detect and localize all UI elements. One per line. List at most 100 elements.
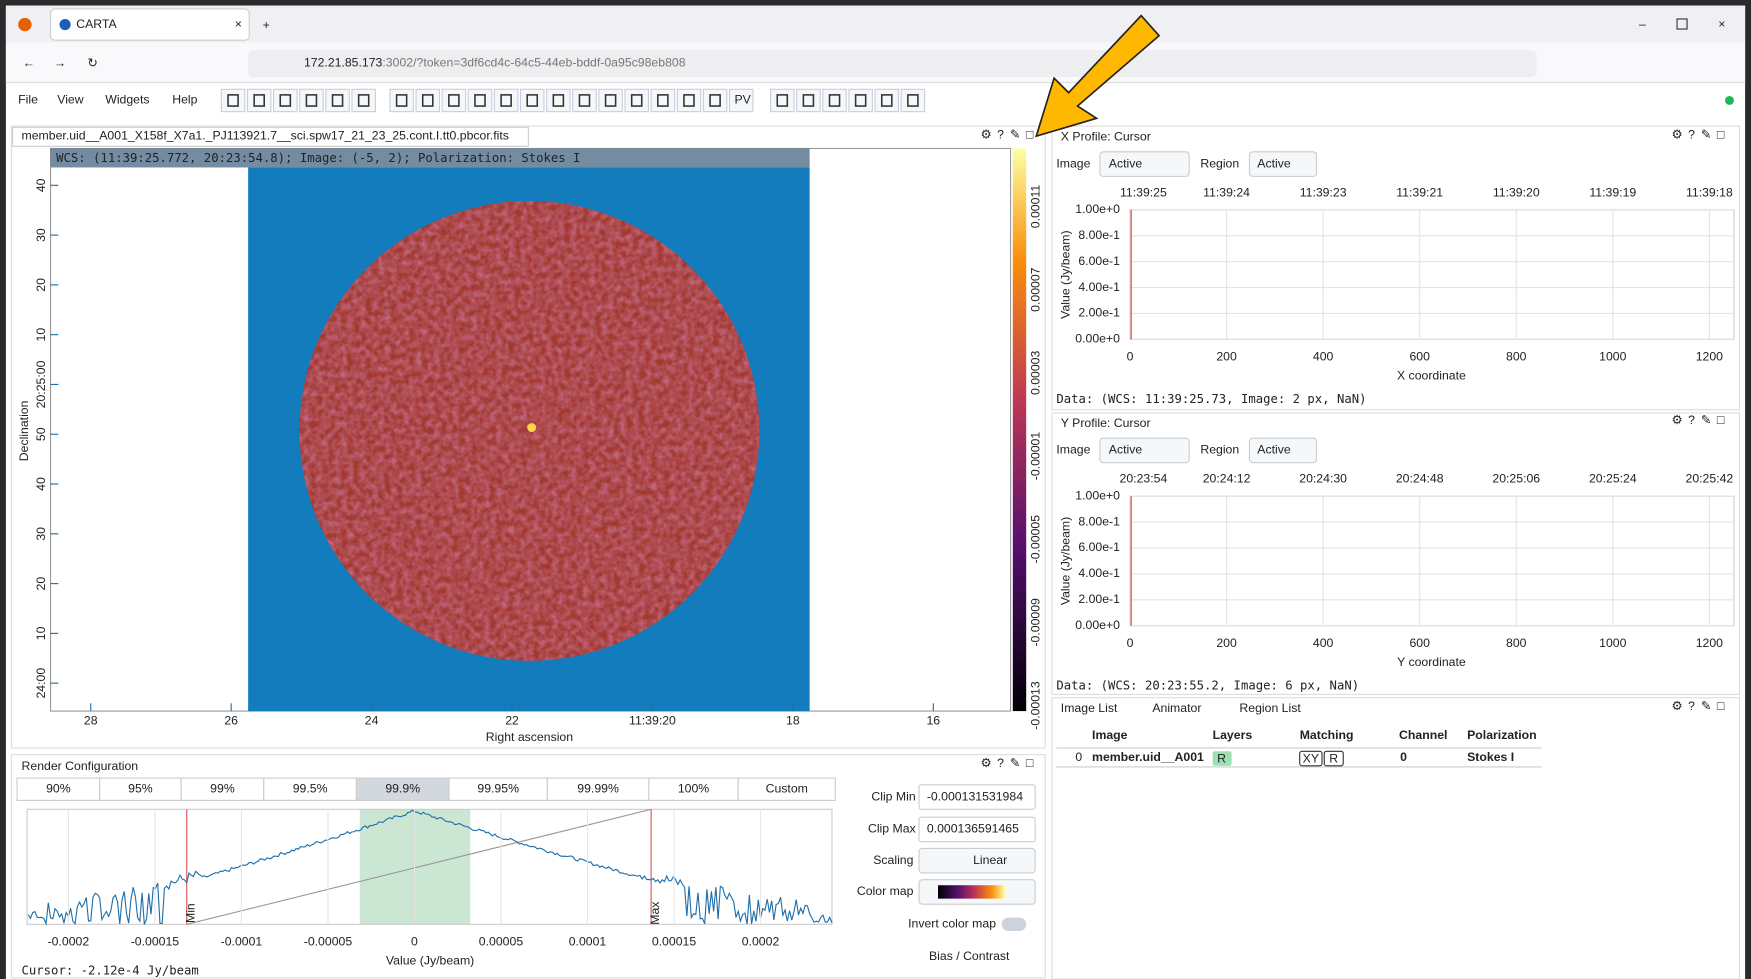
y-tick-label: 30 <box>34 527 48 541</box>
tool-button[interactable] <box>771 89 794 111</box>
panel-icon[interactable]: ✎ <box>1701 127 1711 141</box>
tool-label: PV <box>734 93 751 107</box>
panel-icon[interactable]: □ <box>1717 127 1725 141</box>
y-tick-label: 6.00e-1 <box>1078 540 1120 554</box>
tool-button[interactable] <box>521 89 544 111</box>
field-label: Image <box>1056 156 1090 170</box>
tool-button[interactable] <box>797 89 820 111</box>
x-tick-label: 0 <box>1127 349 1134 363</box>
percentile-label: 99.5% <box>293 781 328 795</box>
select-value: Linear <box>973 853 1007 867</box>
window-min[interactable]: – <box>1639 17 1646 31</box>
panel-icon[interactable]: □ <box>1717 413 1725 427</box>
tab-title: CARTA <box>76 17 117 31</box>
panel-icon[interactable]: ⚙ <box>981 756 992 770</box>
tool-button[interactable] <box>352 89 375 111</box>
tool-button[interactable] <box>494 89 517 111</box>
tool-button[interactable] <box>651 89 674 111</box>
tool-button[interactable] <box>247 89 270 111</box>
tool-button[interactable] <box>849 89 872 111</box>
x-tick-label: 0.00015 <box>652 934 697 948</box>
menu-item[interactable]: View <box>57 93 84 107</box>
panel-icon[interactable]: ✎ <box>1701 699 1711 713</box>
tool-button[interactable] <box>823 89 846 111</box>
x-tick-label: 28 <box>84 713 98 727</box>
tool-button[interactable] <box>875 89 898 111</box>
panel-icon[interactable]: ? <box>1688 127 1695 141</box>
tab-close[interactable]: × <box>235 17 242 31</box>
colorbar-label: -0.00005 <box>1028 515 1042 564</box>
tool-button[interactable] <box>901 89 924 111</box>
panel-icon[interactable]: □ <box>1717 699 1725 713</box>
tab-favicon <box>59 19 70 30</box>
y-axis-label: Value (Jy/beam) <box>1059 517 1073 605</box>
tool-button[interactable] <box>573 89 596 111</box>
top-tick-label: 11:39:23 <box>1300 185 1347 199</box>
panel-icon[interactable]: ? <box>997 127 1004 141</box>
tool-button[interactable] <box>274 89 297 111</box>
panel-icon[interactable]: ✎ <box>1010 127 1020 141</box>
min-marker: Min <box>183 903 197 923</box>
window-close[interactable]: × <box>1718 17 1725 31</box>
tool-button[interactable] <box>442 89 465 111</box>
menu-item[interactable]: Widgets <box>105 93 149 107</box>
field-label[interactable]: Bias / Contrast <box>929 949 1010 963</box>
panel-icon[interactable]: ⚙ <box>1672 413 1683 427</box>
panel-tab[interactable]: Image List <box>1061 701 1118 715</box>
colorbar-label: 0.00007 <box>1028 267 1042 312</box>
panel-icon[interactable]: ⚙ <box>981 127 992 141</box>
tool-button[interactable] <box>300 89 323 111</box>
tool-button[interactable] <box>599 89 622 111</box>
url[interactable]: 172.21.85.173:3002/?token=3df6cd4c-64c5-… <box>304 56 686 70</box>
x-tick-label: 0.00005 <box>479 934 524 948</box>
panel-icon[interactable]: ? <box>1688 699 1695 713</box>
tool-button[interactable] <box>326 89 349 111</box>
panel-icon[interactable]: ✎ <box>1010 756 1020 770</box>
tool-button[interactable] <box>677 89 700 111</box>
colorbar-label: -0.00009 <box>1028 598 1042 647</box>
x-axis-label: Value (Jy/beam) <box>386 953 474 967</box>
new-tab[interactable]: + <box>263 18 270 32</box>
status-dot <box>1725 96 1734 105</box>
colormap-swatch <box>938 885 1005 898</box>
tool-button[interactable] <box>468 89 491 111</box>
panel-icon[interactable]: ⚙ <box>1672 699 1683 713</box>
tool-button[interactable] <box>547 89 570 111</box>
panel-icon[interactable]: ? <box>1688 413 1695 427</box>
colorbar-label: 0.00003 <box>1028 351 1042 396</box>
back[interactable]: ← <box>23 56 35 70</box>
menu-item[interactable]: File <box>18 93 38 107</box>
menu-item[interactable]: Help <box>172 93 197 107</box>
tool-button[interactable] <box>416 89 439 111</box>
x-tick-label: 0.0002 <box>742 934 780 948</box>
tool-button[interactable] <box>221 89 244 111</box>
toolbar <box>221 89 924 111</box>
x-tick-label: -0.0001 <box>221 934 263 948</box>
forward[interactable]: → <box>54 56 66 70</box>
tool-button[interactable] <box>703 89 726 111</box>
percentile-label: 99% <box>210 781 235 795</box>
field-label: Clip Max <box>868 822 916 836</box>
panel-icon[interactable]: ? <box>997 756 1004 770</box>
column-header: Layers <box>1213 728 1253 742</box>
field-label: Color map <box>857 884 914 898</box>
panel-icon[interactable]: ✎ <box>1701 413 1711 427</box>
panel-icon[interactable]: □ <box>1026 127 1034 141</box>
profile-tab[interactable]: X Profile: Cursor <box>1061 130 1151 144</box>
panel-icon[interactable]: □ <box>1026 756 1034 770</box>
profile-tab[interactable]: Y Profile: Cursor <box>1061 416 1151 430</box>
panel-tab[interactable]: Region List <box>1239 701 1301 715</box>
render-tab[interactable]: Render Configuration <box>22 759 139 773</box>
toggle[interactable] <box>1002 918 1027 931</box>
field-label: Region <box>1200 443 1239 457</box>
url-host: 172.21.85.173 <box>304 56 383 70</box>
panel-icon[interactable]: ⚙ <box>1672 127 1683 141</box>
tool-button[interactable] <box>390 89 413 111</box>
panel-tab[interactable]: Animator <box>1152 701 1201 715</box>
reload[interactable]: ↻ <box>87 56 97 70</box>
percentile-label: 99.9% <box>385 781 420 795</box>
colorbar-label: 0.00011 <box>1028 185 1042 229</box>
tool-button[interactable] <box>625 89 648 111</box>
y-tick-label: 8.00e-1 <box>1078 228 1120 242</box>
image-filename[interactable]: member.uid__A001_X158f_X7a1._PJ113921.7_… <box>22 128 509 142</box>
